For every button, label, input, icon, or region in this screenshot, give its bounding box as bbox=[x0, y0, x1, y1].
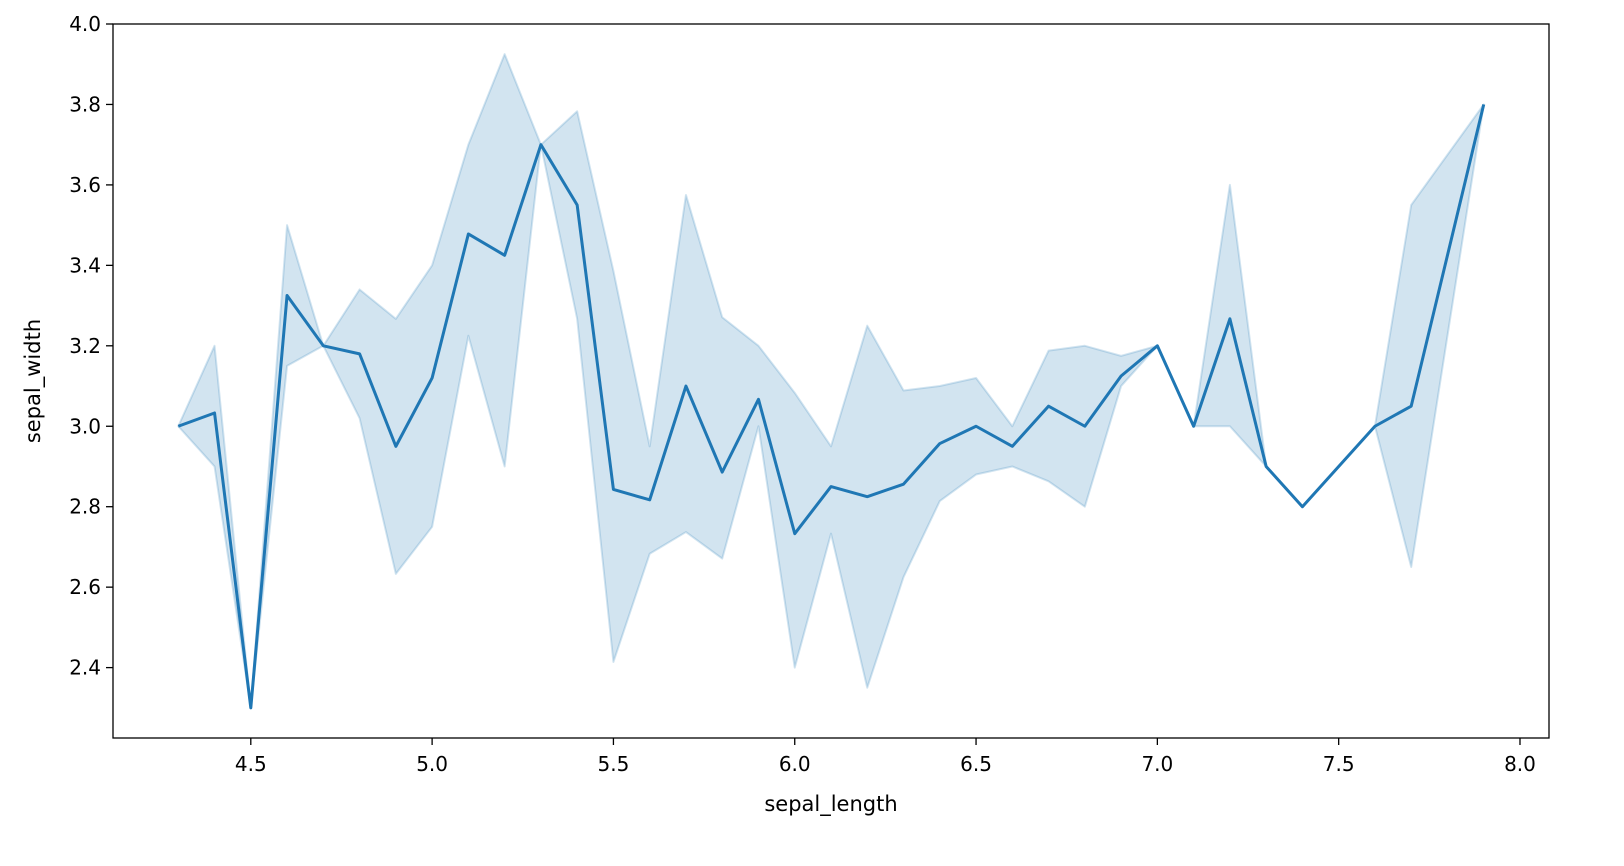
x-tick-label: 8.0 bbox=[1504, 752, 1536, 776]
confidence-band-layer bbox=[177, 53, 1485, 709]
y-tick-label: 3.0 bbox=[69, 414, 101, 438]
series-line-layer bbox=[177, 104, 1486, 710]
y-axis-ticks: 2.4 2.6 2.8 3.0 3.2 3.4 3.6 3.8 4.0 bbox=[69, 12, 113, 680]
y-tick-label: 4.0 bbox=[69, 12, 101, 36]
x-axis-label: sepal_length bbox=[764, 792, 897, 817]
axes: 4.5 5.0 5.5 6.0 6.5 7.0 7.5 8.0 2.4 2.6 2.8 3.0 3.2… bbox=[69, 12, 1550, 776]
x-axis-ticks: 4.5 5.0 5.5 6.0 6.5 7.0 7.5 8.0 bbox=[235, 738, 1536, 776]
y-axis-label: sepal_width bbox=[21, 319, 46, 443]
y-tick-label: 3.2 bbox=[69, 334, 101, 358]
y-tick-label: 3.8 bbox=[69, 92, 101, 116]
x-tick-label: 7.5 bbox=[1323, 752, 1355, 776]
x-tick-label: 4.5 bbox=[235, 752, 267, 776]
x-tick-label: 5.0 bbox=[416, 752, 448, 776]
y-tick-label: 3.6 bbox=[69, 173, 101, 197]
x-tick-label: 6.0 bbox=[779, 752, 811, 776]
y-tick-label: 2.8 bbox=[69, 495, 101, 519]
y-tick-label: 2.6 bbox=[69, 575, 101, 599]
x-tick-label: 7.0 bbox=[1141, 752, 1173, 776]
series-line bbox=[177, 104, 1486, 710]
confidence-band bbox=[177, 53, 1485, 709]
x-tick-label: 5.5 bbox=[598, 752, 630, 776]
plot-frame bbox=[112, 23, 1550, 739]
y-tick-label: 3.4 bbox=[69, 253, 101, 277]
y-tick-label: 2.4 bbox=[69, 656, 101, 680]
x-tick-label: 6.5 bbox=[960, 752, 992, 776]
